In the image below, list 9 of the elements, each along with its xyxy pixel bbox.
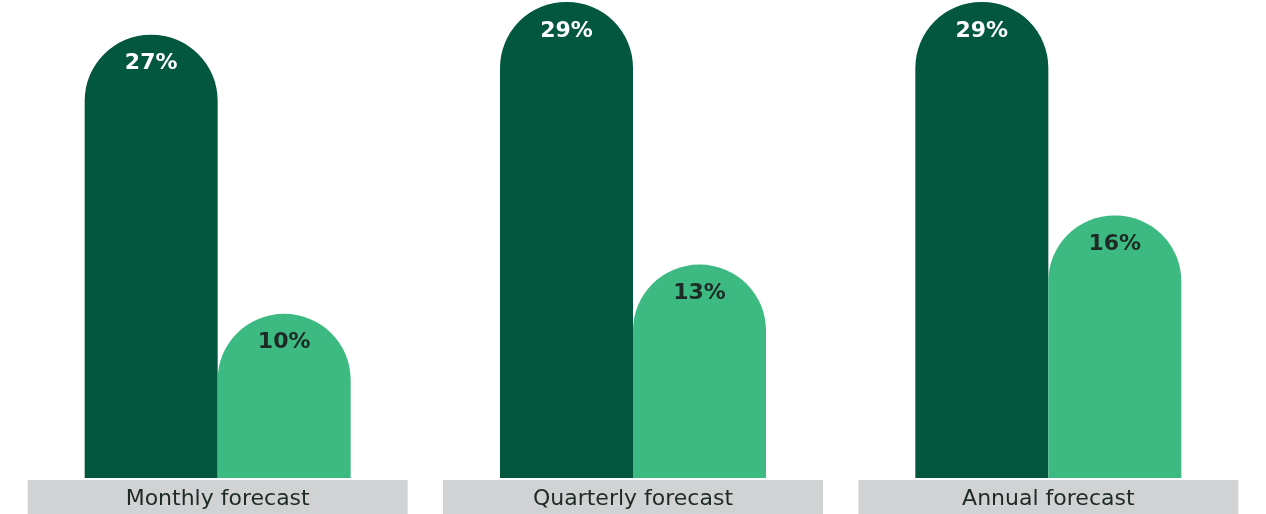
x-tick-label: Annual forecast [962,484,1135,510]
data-label: 13% [673,279,726,305]
x-tick-label: Quarterly forecast [532,484,734,510]
data-label: 16% [1088,229,1142,255]
data-label: 10% [257,328,311,354]
data-label: 27% [124,49,178,75]
data-label: 29% [540,16,593,42]
data-label: 29% [955,16,1009,42]
x-tick-label: Monthly forecast [125,484,311,510]
